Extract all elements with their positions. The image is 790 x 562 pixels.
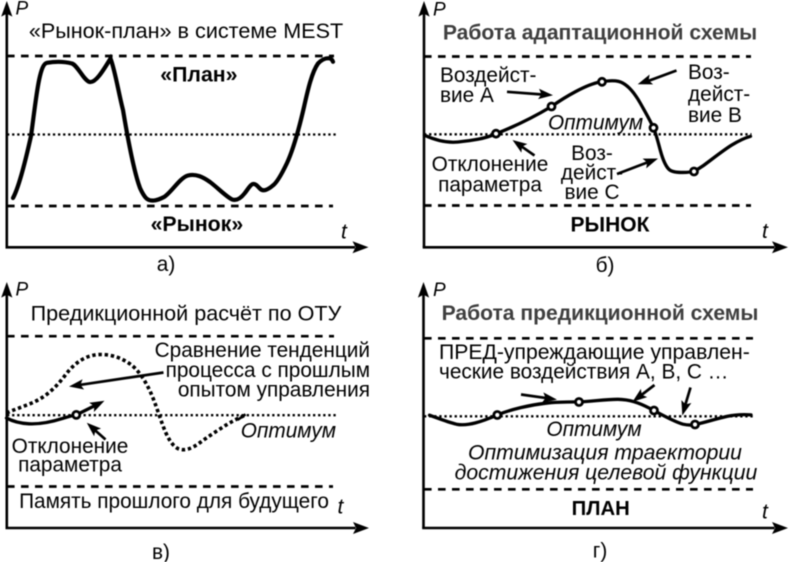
svg-text:t: t (762, 220, 769, 243)
svg-text:P: P (16, 0, 29, 20)
svg-text:РЫНОК: РЫНОК (571, 214, 650, 237)
svg-text:вие С: вие С (564, 181, 619, 204)
svg-text:t: t (338, 496, 345, 519)
svg-text:вие В: вие В (688, 104, 742, 127)
svg-text:Оптимум: Оптимум (546, 418, 641, 441)
svg-text:достижения целевой функции: достижения целевой функции (455, 462, 758, 485)
svg-text:Оптимум: Оптимум (241, 420, 336, 443)
svg-text:ПРЕД-упреждающие управлен-: ПРЕД-упреждающие управлен- (439, 341, 750, 364)
svg-text:Воз-: Воз- (688, 61, 730, 84)
svg-text:Отклонение: Отклонение (432, 153, 549, 176)
svg-text:б): б) (596, 254, 615, 277)
svg-text:Предикционной расчёт по ОТУ: Предикционной расчёт по ОТУ (31, 301, 342, 326)
svg-text:параметра: параметра (18, 454, 122, 477)
svg-text:P: P (433, 0, 446, 21)
svg-text:«Рынок»: «Рынок» (151, 212, 244, 236)
svg-text:опытом управления: опытом управления (178, 379, 370, 402)
svg-text:Воз-: Воз- (571, 142, 613, 165)
svg-text:Оптимум: Оптимум (548, 112, 643, 135)
svg-text:Оптимизация траектории: Оптимизация траектории (468, 442, 742, 465)
svg-text:процесса с прошлым: процесса с прошлым (166, 359, 370, 382)
svg-text:ПЛАН: ПЛАН (572, 498, 630, 520)
svg-text:вие А: вие А (440, 84, 494, 107)
svg-text:параметра: параметра (438, 174, 542, 197)
svg-text:Отклонение: Отклонение (12, 435, 129, 458)
svg-text:Память прошлого для будущего: Память прошлого для будущего (19, 490, 329, 513)
svg-text:а): а) (157, 253, 176, 276)
svg-text:«План»: «План» (160, 63, 237, 87)
svg-text:Работа предикционной схемы: Работа предикционной схемы (442, 302, 759, 325)
svg-text:Сравнение тенденций: Сравнение тенденций (155, 339, 370, 362)
svg-text:P: P (433, 280, 446, 301)
svg-text:г): г) (593, 540, 608, 562)
svg-text:t: t (762, 501, 769, 524)
svg-text:дейст-: дейст- (688, 83, 750, 106)
svg-text:«Рынок-план» в системе MEST: «Рынок-план» в системе MEST (29, 18, 343, 43)
svg-text:в): в) (152, 541, 170, 562)
svg-text:P: P (16, 280, 29, 301)
svg-text:ческие воздействия А, В, С …: ческие воздействия А, В, С … (439, 361, 728, 384)
svg-text:дейст-: дейст- (561, 162, 623, 185)
svg-text:t: t (341, 221, 348, 244)
svg-text:Работа адаптационной схемы: Работа адаптационной схемы (443, 22, 757, 45)
svg-text:Воздейст-: Воздейст- (440, 64, 536, 87)
